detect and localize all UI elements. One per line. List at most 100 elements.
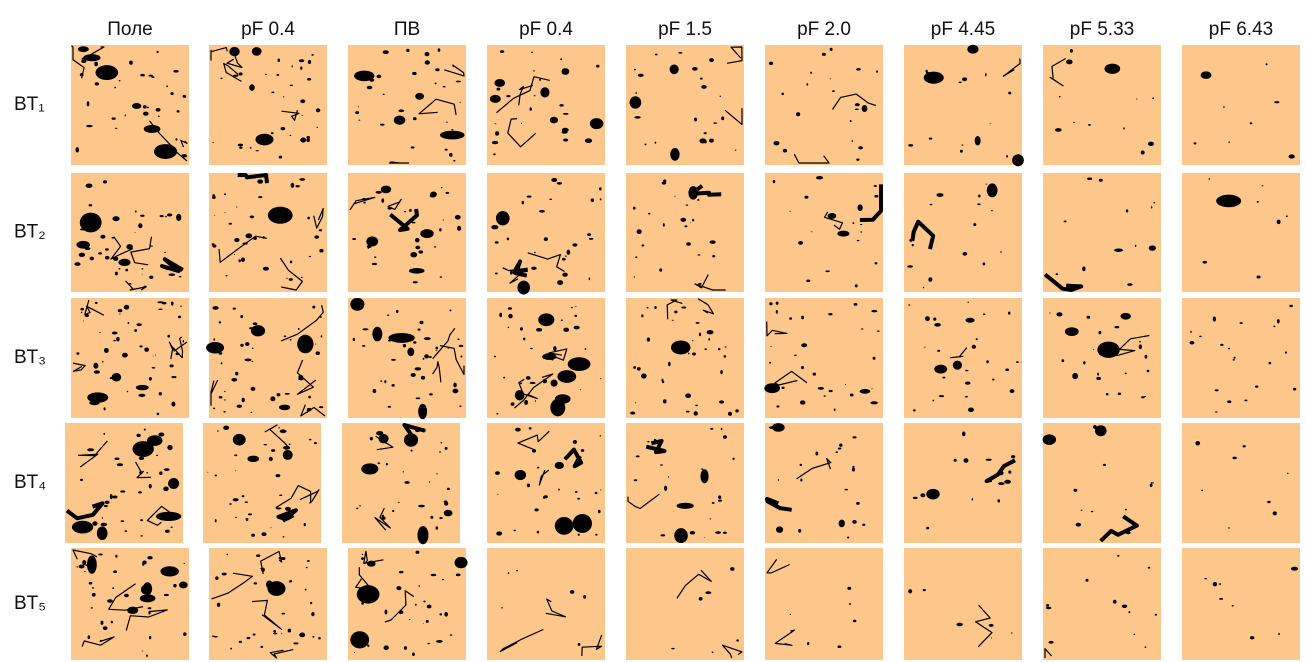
pore <box>725 346 727 347</box>
pore <box>277 58 279 62</box>
pore <box>269 457 273 461</box>
pore <box>140 519 143 521</box>
pore <box>1228 527 1230 528</box>
pore <box>141 585 148 594</box>
image-background <box>626 423 744 543</box>
pore <box>968 407 974 412</box>
pore <box>561 319 563 321</box>
pore <box>630 96 642 108</box>
pore <box>598 510 601 513</box>
pore <box>1289 154 1295 158</box>
pore <box>256 150 259 151</box>
pore <box>719 400 724 403</box>
pore <box>277 393 281 396</box>
pore <box>421 376 425 380</box>
pore <box>1091 511 1094 512</box>
pore <box>852 222 854 224</box>
pore <box>1215 389 1219 391</box>
pore <box>806 279 810 282</box>
pore <box>403 344 406 347</box>
pore <box>411 373 416 377</box>
pore <box>1005 368 1009 371</box>
pore <box>850 120 852 122</box>
pore <box>141 268 143 269</box>
pore <box>98 554 103 556</box>
pore <box>412 653 415 657</box>
pore <box>572 243 577 246</box>
pore <box>1113 600 1117 604</box>
pore <box>112 332 118 335</box>
pore <box>170 527 172 528</box>
pore <box>1150 484 1153 488</box>
pore <box>383 94 385 95</box>
pore <box>289 443 291 445</box>
image-background <box>626 548 744 660</box>
pore <box>253 633 256 635</box>
pore <box>413 341 416 343</box>
pore <box>490 95 501 103</box>
pore <box>359 505 361 507</box>
pore <box>101 523 107 527</box>
pore <box>583 595 586 599</box>
pore <box>1199 336 1202 338</box>
pore <box>856 502 860 505</box>
pore <box>704 132 707 134</box>
pore <box>923 589 926 591</box>
pore <box>239 147 242 149</box>
pore <box>356 508 358 510</box>
pore <box>1096 377 1101 380</box>
pore <box>404 211 406 212</box>
pore <box>212 142 214 143</box>
pore <box>560 58 562 60</box>
pore <box>306 567 308 568</box>
pore <box>276 74 279 76</box>
pore <box>670 64 679 74</box>
pore <box>444 612 448 617</box>
pore <box>508 327 510 328</box>
pore <box>1114 248 1123 252</box>
pore <box>229 223 232 225</box>
pore <box>88 635 91 639</box>
pore-image <box>65 423 183 543</box>
pore <box>404 646 407 650</box>
pore <box>300 99 305 103</box>
pore <box>254 582 258 584</box>
pore-image <box>209 548 327 660</box>
pore <box>250 216 254 219</box>
pore <box>244 359 251 362</box>
pore <box>237 405 242 408</box>
pore <box>876 70 878 72</box>
pore <box>132 441 153 457</box>
pore <box>142 560 146 564</box>
pore <box>155 355 156 356</box>
figure: ПолеpF 0.4ПВpF 0.4pF 1.5pF 2.0pF 4.45pF … <box>0 0 1305 662</box>
pore <box>522 201 524 205</box>
pore <box>1076 523 1082 527</box>
pore <box>214 215 215 216</box>
pore <box>418 329 421 331</box>
pore <box>372 263 377 265</box>
pore <box>850 393 854 396</box>
pore <box>585 348 587 350</box>
pore <box>78 530 82 533</box>
pore <box>173 584 176 588</box>
pore <box>78 46 89 52</box>
pore <box>637 367 641 370</box>
pore <box>662 182 666 185</box>
pore <box>534 508 538 511</box>
pore <box>1152 97 1154 99</box>
pore <box>119 314 121 315</box>
pore <box>718 348 721 350</box>
pore <box>1148 567 1150 569</box>
pore <box>1072 373 1078 379</box>
pore <box>847 537 849 539</box>
pore <box>600 378 601 379</box>
pore <box>537 467 539 469</box>
pore <box>973 223 976 226</box>
pore-image <box>342 423 460 544</box>
pore <box>708 338 710 341</box>
pore <box>376 191 382 194</box>
image-background <box>765 173 883 292</box>
pore <box>710 428 713 430</box>
pore <box>1227 400 1231 403</box>
